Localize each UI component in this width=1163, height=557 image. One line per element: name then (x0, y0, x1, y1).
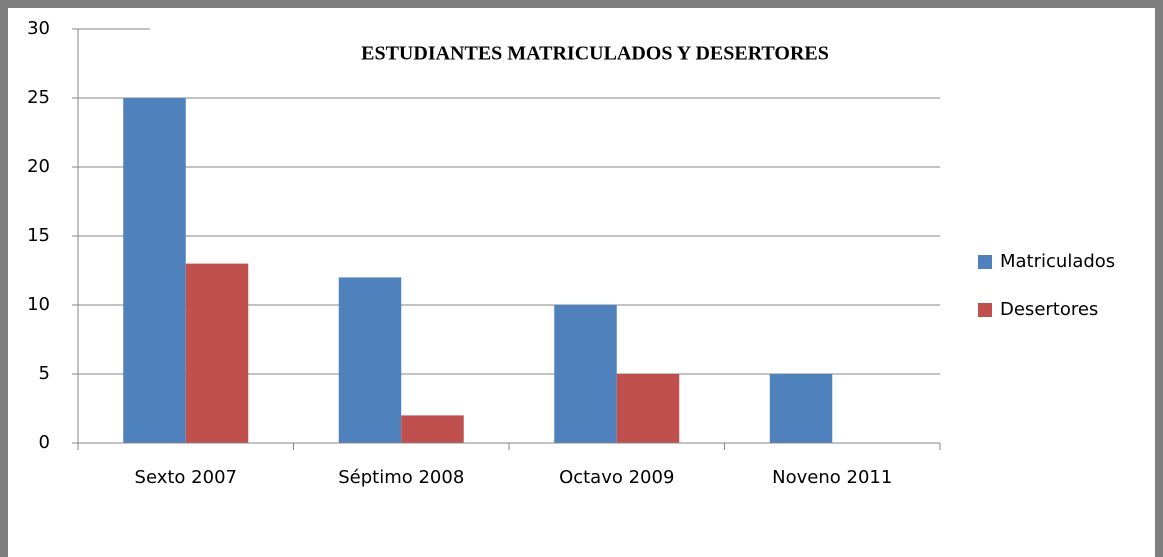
x-tick-label: Octavo 2009 (559, 467, 674, 488)
x-tick-label: Séptimo 2008 (338, 467, 464, 488)
y-tick-label: 25 (27, 87, 50, 108)
y-tick-label: 5 (39, 363, 50, 384)
legend-label: Matriculados (1000, 251, 1115, 272)
chart-title: ESTUDIANTES MATRICULADOS Y DESERTORES (361, 43, 829, 65)
legend-swatch (978, 255, 992, 269)
bar (338, 277, 402, 443)
frame-top (0, 0, 1163, 8)
title-background (150, 20, 940, 80)
x-tick-label: Noveno 2011 (772, 467, 892, 488)
y-tick-label: 15 (27, 225, 50, 246)
y-tick-label: 20 (27, 156, 50, 177)
y-tick-label: 10 (27, 294, 50, 315)
x-tick-label: Sexto 2007 (135, 467, 237, 488)
bar (185, 263, 249, 443)
y-tick-label: 0 (39, 432, 50, 453)
legend-swatch (978, 303, 992, 317)
frame-left (0, 0, 8, 557)
bar (123, 98, 186, 443)
bar (401, 415, 464, 443)
bar (769, 374, 833, 443)
bar (616, 374, 680, 443)
y-tick-label: 30 (27, 18, 50, 39)
legend-label: Desertores (1000, 299, 1098, 320)
bar (554, 305, 617, 443)
frame-right (1155, 0, 1163, 557)
